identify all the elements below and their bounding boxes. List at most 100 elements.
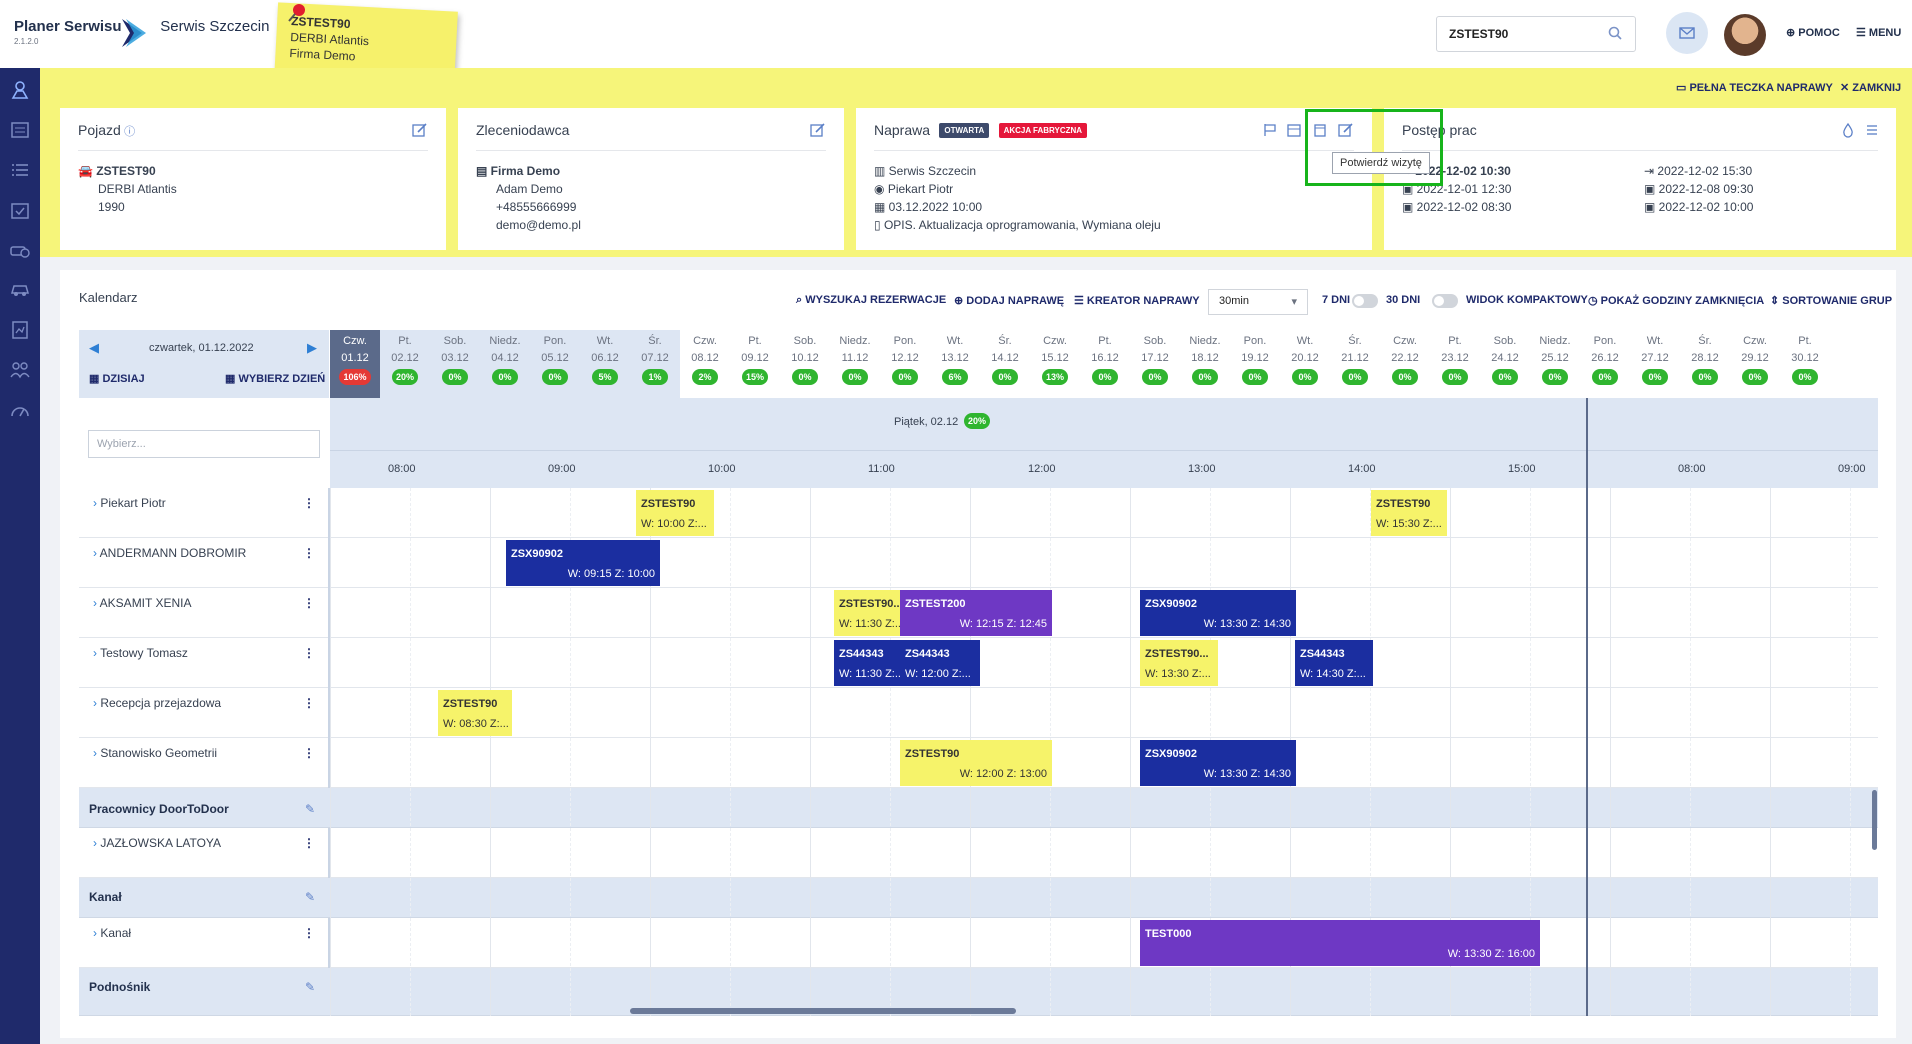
sidebar-report-icon[interactable] — [8, 318, 32, 342]
booking-event[interactable]: ZSX90902 W: 13:30 Z: 14:30 — [1140, 590, 1296, 636]
view-30-days[interactable]: 30 DNI — [1386, 294, 1421, 306]
date-cell[interactable]: Czw. 01.12 106% — [330, 330, 380, 398]
sort-groups-button[interactable]: ⇕ SORTOWANIE GRUP — [1770, 295, 1893, 307]
resource-row[interactable]: › Recepcja przejazdowa ⋮ — [79, 688, 1878, 738]
date-cell[interactable]: Sob. 10.12 0% — [780, 330, 830, 398]
more-vert-icon[interactable]: ⋮ — [303, 596, 315, 610]
date-cell[interactable]: Śr. 07.12 1% — [630, 330, 680, 398]
edit-icon[interactable] — [810, 122, 826, 138]
sidebar-team-icon[interactable] — [8, 358, 32, 382]
booking-event[interactable]: ZSX90902 W: 09:15 Z: 10:00 — [506, 540, 660, 586]
vertical-scrollbar[interactable] — [1872, 790, 1877, 850]
edit-icon[interactable]: ✎ — [305, 890, 316, 904]
date-cell[interactable]: Pt. 09.12 15% — [730, 330, 780, 398]
edit-icon[interactable]: ✎ — [305, 980, 316, 994]
more-vert-icon[interactable]: ⋮ — [303, 546, 315, 560]
more-vert-icon[interactable]: ⋮ — [303, 836, 315, 850]
booking-event[interactable]: ZSTEST90 W: 15:30 Z:... — [1371, 490, 1447, 536]
date-cell[interactable]: Pt. 02.12 20% — [380, 330, 430, 398]
full-folder-link[interactable]: ▭ PEŁNA TECZKA NAPRAWY — [1676, 82, 1833, 94]
more-vert-icon[interactable]: ⋮ — [303, 926, 315, 940]
sidebar-inbox-icon[interactable] — [8, 118, 32, 142]
calendar-icon[interactable] — [1286, 122, 1302, 138]
prev-arrow-icon[interactable]: ◀ — [89, 340, 99, 355]
date-cell[interactable]: Pon. 12.12 0% — [880, 330, 930, 398]
booking-event[interactable]: ZSTEST90 W: 08:30 Z:... — [438, 690, 512, 736]
repair-wizard-button[interactable]: ☰ KREATOR NAPRAWY — [1074, 295, 1200, 307]
close-link[interactable]: ✕ ZAMKNIJ — [1840, 82, 1902, 94]
sidebar-car-check-icon[interactable] — [8, 238, 32, 262]
date-cell[interactable]: Niedz. 04.12 0% — [480, 330, 530, 398]
resource-name[interactable]: › Piekart Piotr — [79, 488, 330, 538]
date-cell[interactable]: Czw. 22.12 0% — [1380, 330, 1430, 398]
resource-row[interactable]: › JAZŁOWSKA LATOYA ⋮ — [79, 828, 1878, 878]
app-brand[interactable]: Planer Serwisu Serwis Szczecin 2.1.2.0 — [14, 18, 269, 46]
today-button[interactable]: ▦ DZISIAJ — [89, 373, 145, 385]
sidebar-list-icon[interactable] — [8, 158, 32, 182]
resource-row[interactable]: › Piekart Piotr ⋮ — [79, 488, 1878, 538]
sidebar-dashboard-icon[interactable] — [8, 398, 32, 422]
date-cell[interactable]: Niedz. 18.12 0% — [1180, 330, 1230, 398]
closing-hours-button[interactable]: ◷ POKAŻ GODZINY ZAMKNIĘCIA — [1588, 295, 1765, 307]
resource-row[interactable]: › ANDERMANN DOBROMIR ⋮ — [79, 538, 1878, 588]
compact-view-label[interactable]: WIDOK KOMPAKTOWY — [1466, 294, 1588, 306]
drop-icon[interactable] — [1840, 122, 1856, 138]
edit-icon[interactable] — [1338, 122, 1354, 138]
more-vert-icon[interactable]: ⋮ — [303, 646, 315, 660]
date-cell[interactable]: Śr. 28.12 0% — [1680, 330, 1730, 398]
resource-name[interactable]: › JAZŁOWSKA LATOYA — [79, 828, 330, 878]
date-cell[interactable]: Pon. 19.12 0% — [1230, 330, 1280, 398]
date-cell[interactable]: Pt. 23.12 0% — [1430, 330, 1480, 398]
booking-event[interactable]: ZSTEST90... W: 11:30 Z:... — [834, 590, 912, 636]
interval-select[interactable]: 30min ▾ — [1208, 289, 1308, 315]
next-arrow-icon[interactable]: ▶ — [307, 340, 317, 355]
resource-name[interactable]: › Testowy Tomasz — [79, 638, 330, 688]
date-cell[interactable]: Pon. 26.12 0% — [1580, 330, 1630, 398]
booking-event[interactable]: ZSTEST90 W: 12:00 Z: 13:00 — [900, 740, 1052, 786]
booking-event[interactable]: ZS44343 W: 14:30 Z:... — [1295, 640, 1373, 686]
more-vert-icon[interactable]: ⋮ — [303, 746, 315, 760]
resource-row[interactable]: › Kanał ⋮ — [79, 918, 1878, 968]
resource-filter-input[interactable]: Wybierz... — [88, 430, 320, 458]
date-cell[interactable]: Wt. 20.12 0% — [1280, 330, 1330, 398]
choose-day-button[interactable]: ▦ WYBIERZ DZIEŃ — [225, 373, 326, 385]
date-cell[interactable]: Pt. 30.12 0% — [1780, 330, 1830, 398]
date-cell[interactable]: Wt. 13.12 6% — [930, 330, 980, 398]
search-bookings-button[interactable]: ⌕ WYSZUKAJ REZERWACJE — [796, 294, 947, 306]
date-cell[interactable]: Niedz. 11.12 0% — [830, 330, 880, 398]
date-cell[interactable]: Śr. 21.12 0% — [1330, 330, 1380, 398]
messages-button[interactable] — [1666, 12, 1708, 54]
date-cell[interactable]: Śr. 14.12 0% — [980, 330, 1030, 398]
resource-name[interactable]: › ANDERMANN DOBROMIR — [79, 538, 330, 588]
list-icon[interactable] — [1862, 122, 1878, 138]
date-cell[interactable]: Sob. 24.12 0% — [1480, 330, 1530, 398]
booking-event[interactable]: TEST000 W: 13:30 Z: 16:00 — [1140, 920, 1540, 966]
date-cell[interactable]: Wt. 27.12 0% — [1630, 330, 1680, 398]
sidebar-calendar-check-icon[interactable] — [8, 198, 32, 222]
resource-name[interactable]: › Stanowisko Geometrii — [79, 738, 330, 788]
compact-toggle[interactable] — [1432, 294, 1458, 308]
days-toggle[interactable] — [1352, 294, 1378, 308]
booking-event[interactable]: ZSTEST90... W: 13:30 Z:... — [1140, 640, 1218, 686]
help-link[interactable]: ⊕ POMOC — [1786, 27, 1840, 39]
more-vert-icon[interactable]: ⋮ — [303, 496, 315, 510]
date-cell[interactable]: Wt. 06.12 5% — [580, 330, 630, 398]
search-input[interactable]: ZSTEST90 — [1436, 16, 1636, 52]
date-cell[interactable]: Niedz. 25.12 0% — [1530, 330, 1580, 398]
date-cell[interactable]: Czw. 08.12 2% — [680, 330, 730, 398]
resource-name[interactable]: › AKSAMIT XENIA — [79, 588, 330, 638]
sidebar-car-icon[interactable] — [8, 278, 32, 302]
search-icon[interactable] — [1608, 26, 1622, 40]
resource-name[interactable]: › Kanał — [79, 918, 330, 968]
confirm-visit-icon[interactable] — [1312, 122, 1328, 138]
date-cell[interactable]: Czw. 15.12 13% — [1030, 330, 1080, 398]
user-avatar[interactable] — [1724, 14, 1766, 56]
more-vert-icon[interactable]: ⋮ — [303, 696, 315, 710]
booking-event[interactable]: ZSTEST90 W: 10:00 Z:... — [636, 490, 714, 536]
booking-event[interactable]: ZSX90902 W: 13:30 Z: 14:30 — [1140, 740, 1296, 786]
edit-icon[interactable] — [412, 122, 428, 138]
date-cell[interactable]: Sob. 03.12 0% — [430, 330, 480, 398]
date-cell[interactable]: Czw. 29.12 0% — [1730, 330, 1780, 398]
flag-icon[interactable] — [1262, 122, 1278, 138]
booking-event[interactable]: ZSTEST200 W: 12:15 Z: 12:45 — [900, 590, 1052, 636]
